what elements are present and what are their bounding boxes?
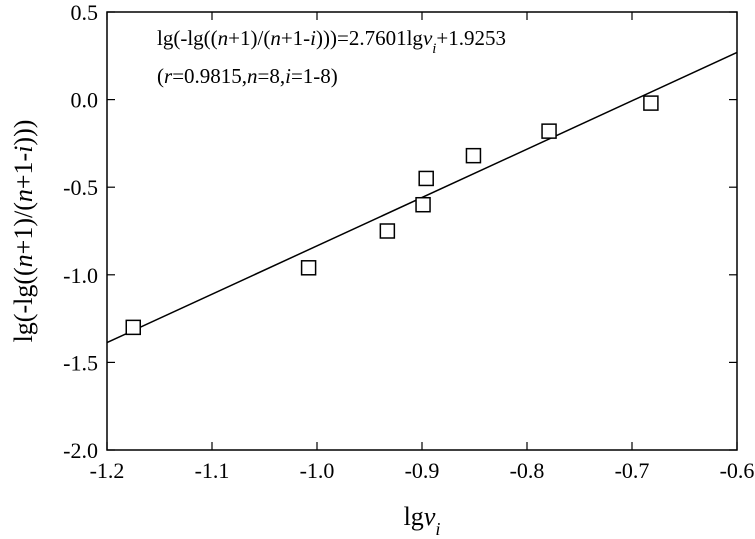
x-tick-label: -0.6 — [720, 458, 755, 483]
x-tick-label: -1.0 — [300, 458, 335, 483]
x-tick-label: -0.8 — [510, 458, 545, 483]
data-point — [300, 260, 317, 276]
regression-stats: (r=0.9815,n=8,i=1-8) — [157, 64, 338, 88]
axis-ticks — [106, 11, 738, 451]
data-point — [643, 95, 659, 111]
data-point — [465, 147, 482, 164]
x-axis-title: lgvi — [404, 502, 441, 539]
data-point — [415, 196, 431, 213]
y-tick-label: -2.0 — [63, 438, 98, 463]
y-tick-label: 0.0 — [71, 88, 99, 113]
y-axis-title: lg(-lg((n+1)/(n+1-i))) — [9, 120, 38, 343]
data-points — [125, 95, 659, 336]
x-tick-label: -1.1 — [195, 458, 230, 483]
x-tick-label: -0.7 — [615, 458, 650, 483]
data-point — [379, 223, 396, 239]
data-point — [125, 319, 141, 336]
regression-equation: lg(-lg((n+1)/(n+1-i)))=2.7601lgvi+1.9253 — [157, 26, 506, 57]
y-tick-label: 0.5 — [71, 0, 99, 25]
y-tick-label: -1.5 — [63, 350, 98, 375]
data-point — [418, 170, 434, 187]
data-point — [541, 123, 557, 139]
axis-tick-labels: -1.2 -1.1 -1.0 -0.9 -0.8 -0.7 -0.6 -2.0 -1.5 -1.0… — [63, 0, 754, 483]
y-tick-label: -0.5 — [63, 175, 98, 200]
x-tick-label: -1.2 — [90, 458, 125, 483]
x-tick-label: -0.9 — [405, 458, 440, 483]
y-tick-label: -1.0 — [63, 263, 98, 288]
